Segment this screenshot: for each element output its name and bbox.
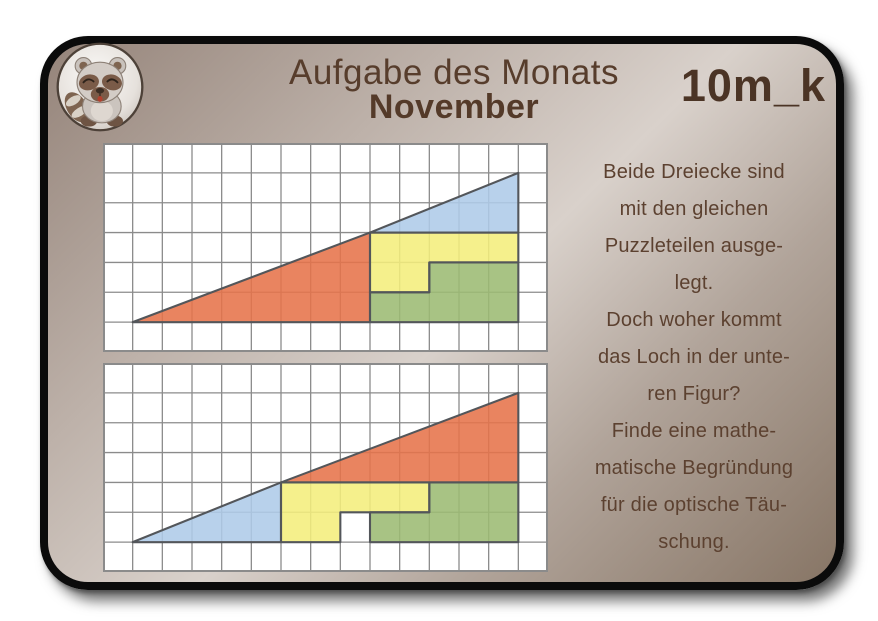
puzzle-piece-outline-green-l-piece xyxy=(368,261,520,324)
description-line: ren Figur? xyxy=(647,383,741,405)
description-line: Puzzleteilen ausge- xyxy=(604,235,784,257)
puzzle-grid-bottom xyxy=(103,363,548,572)
page-title: Aufgabe des Monats xyxy=(288,53,620,92)
puzzle-piece-outline-green-l-piece xyxy=(368,481,520,544)
header: Aufgabe des Monats November xyxy=(48,55,836,124)
grid-border xyxy=(103,363,548,572)
worksheet-code: 10m_k xyxy=(680,60,826,111)
page-subtitle: November xyxy=(368,88,540,126)
description-line: legt. xyxy=(674,272,714,294)
description-line: für die optische Täu- xyxy=(600,494,788,516)
description-line: mit den gleichen xyxy=(619,198,769,220)
puzzle-piece-green-l-piece xyxy=(370,262,519,323)
description-line: matische Begründung xyxy=(594,457,794,479)
grid-border xyxy=(103,143,548,352)
description-text: Beide Dreiecke sind mit den gleichen Puzzl… xyxy=(548,154,840,561)
puzzle-card: Aufgabe des Monats November 10m_k Beide … xyxy=(40,36,844,590)
puzzle-grid-top xyxy=(103,143,548,352)
description-line: Beide Dreiecke sind xyxy=(603,161,785,183)
puzzle-piece-green-l-piece xyxy=(370,482,519,543)
description-line: Finde eine mathe- xyxy=(611,420,777,442)
description-line: Doch woher kommt xyxy=(606,309,782,331)
raccoon-logo-icon xyxy=(56,42,144,132)
description-line: das Loch in der unte- xyxy=(597,346,791,368)
raccoon xyxy=(64,57,127,127)
description-line: schung. xyxy=(658,531,730,553)
